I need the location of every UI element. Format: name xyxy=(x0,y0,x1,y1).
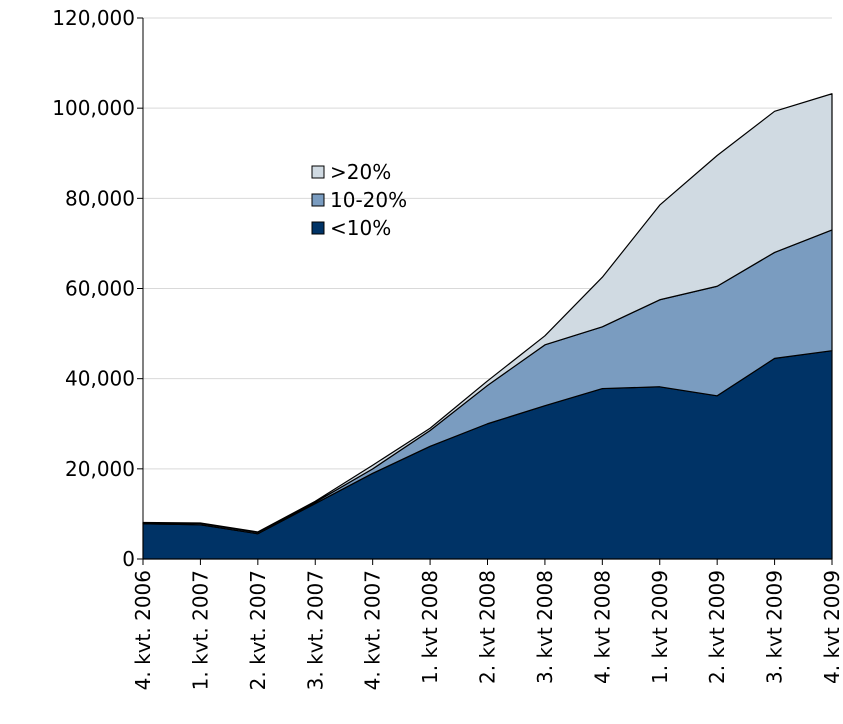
y-tick-label: 20,000 xyxy=(65,457,135,481)
y-tick-label: 40,000 xyxy=(65,367,135,391)
x-tick-label: 3. kvt 2009 xyxy=(763,570,787,684)
y-tick-label: 0 xyxy=(122,547,135,571)
x-tick-label: 1. kvt 2009 xyxy=(648,570,672,684)
legend-swatch xyxy=(311,165,325,179)
x-tick-label: 1. kvt 2008 xyxy=(418,570,442,684)
y-tick-label: 80,000 xyxy=(65,186,135,210)
y-tick-label: 60,000 xyxy=(65,277,135,301)
x-tick-label: 2. kvt. 2007 xyxy=(246,570,270,690)
legend-label: >20% xyxy=(330,160,391,184)
x-tick-label: 4. kvt. 2007 xyxy=(361,570,385,690)
x-tick-label: 2. kvt 2009 xyxy=(705,570,729,684)
x-tick-label: 3. kvt. 2007 xyxy=(303,570,327,690)
x-tick-label: 4. kvt. 2006 xyxy=(131,570,155,690)
y-tick-label: 120,000 xyxy=(52,6,135,30)
x-tick-label: 1. kvt. 2007 xyxy=(188,570,212,690)
y-tick-label: 100,000 xyxy=(52,96,135,120)
x-tick-label: 4. kvt 2009 xyxy=(820,570,843,684)
legend-swatch xyxy=(311,193,325,207)
legend-label: <10% xyxy=(330,216,391,240)
x-tick-label: 2. kvt 2008 xyxy=(476,570,500,684)
legend-swatch xyxy=(311,221,325,235)
legend-label: 10-20% xyxy=(330,188,407,212)
x-tick-label: 3. kvt 2008 xyxy=(533,570,557,684)
area xyxy=(142,93,833,534)
x-tick-label: 4. kvt 2008 xyxy=(590,570,614,684)
